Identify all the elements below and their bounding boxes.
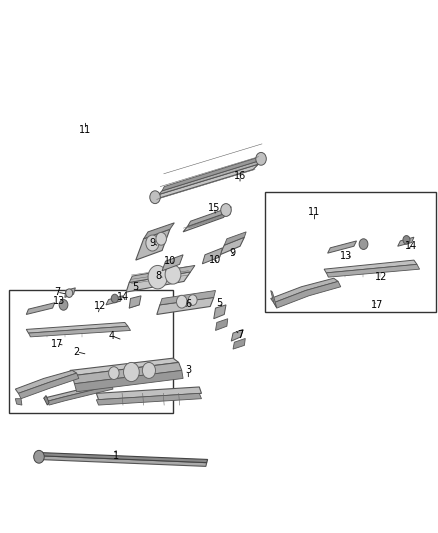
Circle shape	[111, 294, 118, 303]
Polygon shape	[162, 255, 183, 271]
Text: 10: 10	[164, 256, 176, 266]
Polygon shape	[326, 264, 420, 277]
Text: 4: 4	[109, 331, 115, 341]
Polygon shape	[65, 288, 75, 297]
Polygon shape	[18, 373, 79, 399]
Bar	[9, 290, 173, 413]
Circle shape	[403, 236, 410, 244]
Text: 15: 15	[208, 203, 221, 213]
Polygon shape	[72, 362, 182, 384]
Polygon shape	[324, 260, 417, 273]
Polygon shape	[398, 237, 414, 246]
Polygon shape	[159, 160, 262, 195]
Circle shape	[359, 239, 368, 249]
Polygon shape	[106, 296, 123, 305]
Polygon shape	[274, 281, 341, 308]
Circle shape	[34, 450, 44, 463]
Text: 6: 6	[185, 299, 191, 309]
Polygon shape	[96, 387, 201, 400]
Polygon shape	[37, 456, 207, 466]
Polygon shape	[47, 385, 113, 405]
Circle shape	[66, 289, 73, 297]
Circle shape	[124, 362, 139, 382]
Circle shape	[148, 265, 167, 289]
Polygon shape	[44, 383, 112, 401]
Text: 12: 12	[375, 272, 387, 282]
Text: 11: 11	[308, 207, 321, 217]
Polygon shape	[187, 207, 231, 227]
Text: 14: 14	[117, 293, 130, 302]
Circle shape	[146, 235, 159, 251]
Text: 9: 9	[149, 238, 155, 247]
Text: 5: 5	[216, 298, 222, 308]
Text: 9: 9	[229, 248, 235, 258]
Text: 5: 5	[133, 282, 139, 292]
Circle shape	[59, 300, 68, 310]
Polygon shape	[144, 223, 174, 239]
Polygon shape	[153, 164, 258, 200]
Polygon shape	[160, 290, 215, 305]
Text: 16: 16	[234, 171, 246, 181]
Text: 7: 7	[54, 287, 60, 297]
Polygon shape	[74, 370, 183, 392]
Circle shape	[165, 265, 181, 284]
Polygon shape	[136, 229, 170, 260]
Text: 17: 17	[371, 300, 384, 310]
Circle shape	[256, 152, 266, 165]
Polygon shape	[15, 370, 77, 393]
Polygon shape	[214, 305, 226, 319]
Text: 13: 13	[53, 296, 65, 306]
Circle shape	[177, 295, 187, 308]
Text: 7: 7	[237, 330, 243, 340]
Polygon shape	[96, 393, 201, 405]
Polygon shape	[233, 338, 245, 349]
Circle shape	[221, 204, 231, 216]
Polygon shape	[271, 278, 338, 303]
Circle shape	[150, 191, 160, 204]
Polygon shape	[271, 290, 277, 308]
Polygon shape	[215, 319, 228, 330]
Polygon shape	[126, 272, 191, 292]
Text: 8: 8	[155, 271, 162, 281]
Polygon shape	[28, 326, 131, 337]
Text: 3: 3	[185, 366, 191, 375]
Circle shape	[156, 232, 166, 245]
Polygon shape	[220, 237, 244, 255]
Text: 13: 13	[340, 251, 352, 261]
Circle shape	[109, 367, 119, 379]
Text: 2: 2	[74, 347, 80, 357]
Text: 1: 1	[113, 451, 119, 461]
Circle shape	[188, 295, 197, 305]
Polygon shape	[129, 265, 195, 282]
Polygon shape	[70, 358, 179, 376]
Text: 11: 11	[79, 125, 92, 134]
Polygon shape	[231, 329, 243, 341]
Circle shape	[142, 362, 155, 378]
Polygon shape	[328, 241, 357, 253]
Text: 17: 17	[51, 339, 63, 349]
Polygon shape	[44, 395, 49, 405]
Polygon shape	[15, 399, 22, 405]
Text: 10: 10	[208, 255, 221, 265]
Polygon shape	[38, 453, 208, 463]
Polygon shape	[224, 232, 246, 245]
Polygon shape	[157, 297, 214, 314]
Polygon shape	[162, 156, 264, 191]
Text: 14: 14	[405, 241, 417, 251]
Polygon shape	[129, 296, 141, 308]
Text: 12: 12	[94, 302, 106, 311]
Polygon shape	[26, 303, 55, 314]
Polygon shape	[202, 248, 223, 264]
Bar	[265, 192, 436, 312]
Polygon shape	[183, 212, 229, 232]
Polygon shape	[26, 322, 128, 333]
